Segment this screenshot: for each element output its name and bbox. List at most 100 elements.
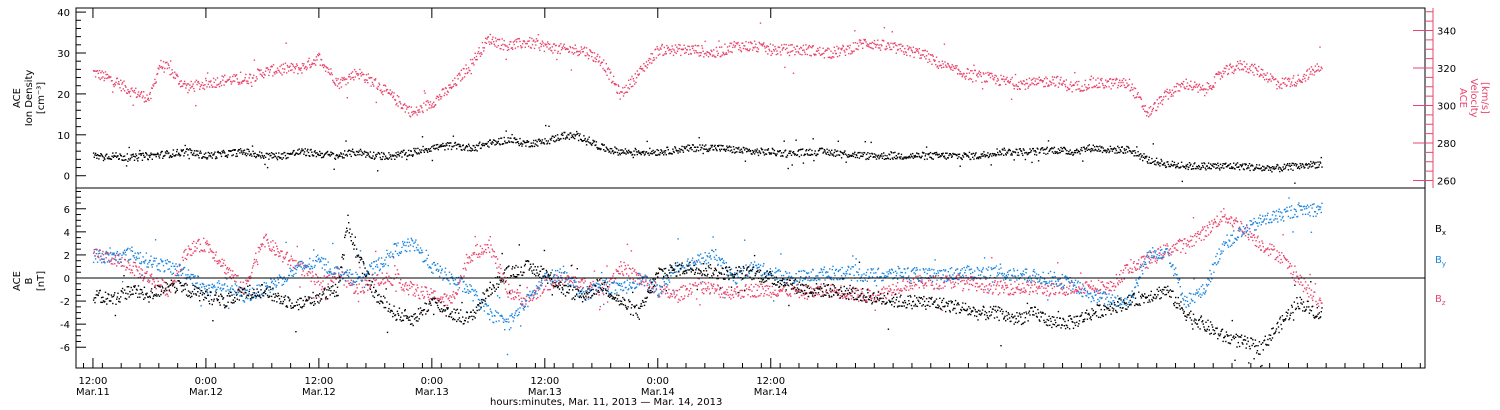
velocity-point bbox=[1307, 78, 1309, 80]
density-point bbox=[96, 154, 99, 156]
velocity-point bbox=[1277, 81, 1280, 84]
density-point bbox=[205, 152, 207, 154]
bz-point bbox=[295, 259, 297, 262]
velocity-point bbox=[847, 45, 849, 47]
bz-point bbox=[691, 291, 693, 293]
bz-point bbox=[696, 285, 698, 287]
density-point bbox=[518, 144, 520, 147]
velocity-point bbox=[630, 78, 632, 81]
velocity-point bbox=[484, 41, 486, 44]
velocity-point bbox=[753, 47, 755, 49]
bz-point bbox=[186, 254, 188, 256]
density-point bbox=[458, 145, 461, 148]
density-point bbox=[284, 154, 287, 157]
velocity-point bbox=[127, 89, 129, 91]
velocity-point bbox=[94, 70, 96, 72]
bz-point bbox=[850, 298, 853, 300]
velocity-point bbox=[316, 59, 318, 61]
density-point bbox=[720, 148, 723, 150]
density-point bbox=[497, 140, 499, 143]
density-point bbox=[1079, 153, 1081, 155]
velocity-point bbox=[349, 76, 351, 78]
bz-point bbox=[772, 291, 774, 294]
density-point bbox=[738, 151, 741, 153]
density-point bbox=[1099, 150, 1102, 152]
velocity-point bbox=[386, 88, 389, 91]
bz-point bbox=[649, 281, 652, 283]
bz-point bbox=[253, 258, 256, 261]
density-point bbox=[1312, 165, 1314, 167]
velocity-point bbox=[792, 50, 794, 52]
velocity-point bbox=[422, 111, 424, 114]
velocity-point bbox=[383, 90, 385, 92]
velocity-point bbox=[390, 94, 392, 96]
bz-point bbox=[311, 271, 314, 273]
velocity-point bbox=[281, 74, 283, 76]
velocity-point bbox=[545, 43, 548, 46]
density-point bbox=[314, 150, 316, 152]
density-point bbox=[498, 143, 501, 145]
velocity-point bbox=[864, 39, 866, 41]
bz-point bbox=[187, 245, 190, 247]
velocity-point bbox=[141, 91, 143, 93]
density-point bbox=[434, 147, 437, 150]
velocity-point bbox=[1182, 83, 1184, 86]
density-point bbox=[435, 144, 437, 146]
bz-point bbox=[381, 272, 383, 274]
density-point bbox=[268, 158, 270, 160]
density-point bbox=[380, 151, 383, 154]
velocity-point bbox=[696, 45, 698, 47]
velocity-point bbox=[163, 71, 165, 73]
density-point bbox=[278, 156, 281, 158]
bz-point bbox=[925, 282, 927, 284]
velocity-point bbox=[416, 114, 418, 116]
bz-point bbox=[293, 259, 295, 262]
density-point bbox=[662, 151, 664, 154]
density-point bbox=[247, 148, 250, 151]
velocity-point bbox=[1248, 72, 1250, 74]
velocity-point bbox=[1287, 77, 1290, 80]
velocity-point bbox=[803, 49, 805, 51]
velocity-point bbox=[1064, 83, 1066, 86]
bz-point bbox=[909, 285, 911, 287]
velocity-point bbox=[1218, 73, 1220, 75]
bz-point bbox=[355, 284, 358, 286]
bz-point bbox=[291, 258, 293, 260]
velocity-point bbox=[412, 110, 414, 113]
density-point bbox=[451, 145, 453, 148]
density-point bbox=[1277, 164, 1279, 166]
velocity-point bbox=[762, 43, 764, 45]
velocity-point bbox=[672, 54, 675, 57]
density-point bbox=[417, 147, 419, 150]
velocity-point bbox=[728, 51, 730, 53]
velocity-point bbox=[1251, 63, 1253, 66]
bz-point bbox=[632, 267, 634, 269]
density-point bbox=[1224, 163, 1226, 165]
velocity-point bbox=[776, 50, 778, 52]
density-point bbox=[621, 149, 623, 151]
density-point bbox=[629, 151, 631, 153]
density-point bbox=[1304, 166, 1306, 169]
density-point bbox=[848, 154, 850, 156]
density-point bbox=[755, 150, 758, 152]
bz-point bbox=[915, 275, 917, 278]
bz-point bbox=[753, 286, 755, 288]
velocity-point bbox=[118, 81, 120, 83]
velocity-point bbox=[169, 74, 171, 76]
velocity-point bbox=[1032, 78, 1034, 81]
bz-point bbox=[320, 282, 322, 284]
density-point bbox=[97, 154, 99, 157]
bz-point bbox=[865, 299, 868, 301]
velocity-point bbox=[1309, 73, 1311, 75]
velocity-point bbox=[1260, 73, 1262, 76]
velocity-point bbox=[643, 63, 645, 65]
density-point bbox=[100, 153, 102, 155]
velocity-point bbox=[1305, 74, 1307, 77]
density-point bbox=[1081, 149, 1083, 152]
velocity-point bbox=[767, 53, 769, 55]
density-point bbox=[420, 151, 422, 154]
density-point bbox=[635, 148, 637, 151]
velocity-point bbox=[440, 96, 443, 98]
density-point bbox=[258, 154, 260, 156]
density-point bbox=[333, 168, 335, 170]
